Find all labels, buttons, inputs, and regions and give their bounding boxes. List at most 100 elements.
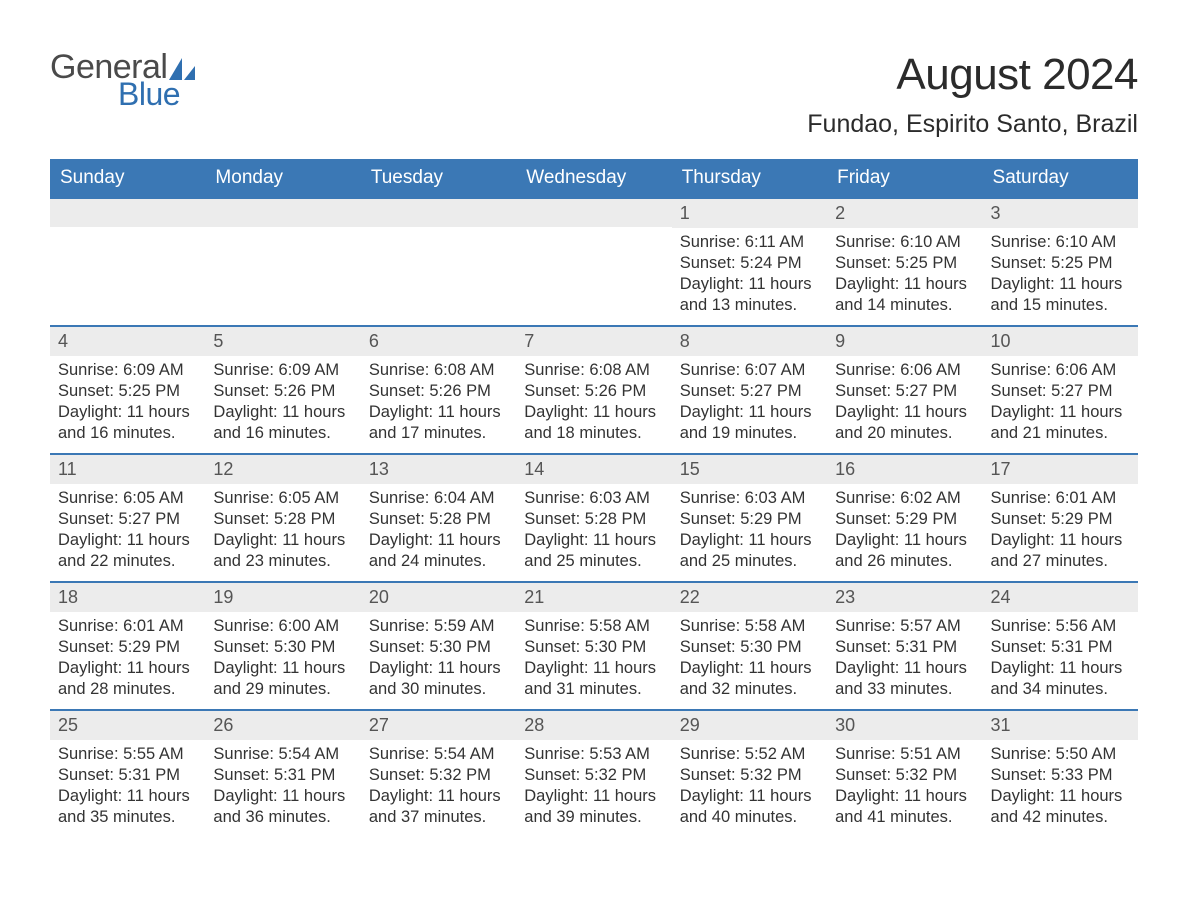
daylight-text: Daylight: 11 hours and 36 minutes. bbox=[213, 786, 352, 828]
calendar-day-cell bbox=[361, 199, 516, 325]
daylight-text: Daylight: 11 hours and 42 minutes. bbox=[991, 786, 1130, 828]
title-block: August 2024 Fundao, Espirito Santo, Braz… bbox=[807, 50, 1138, 155]
day-number-row: 5 bbox=[205, 327, 360, 356]
sunset-text: Sunset: 5:27 PM bbox=[835, 381, 974, 402]
day-details: Sunrise: 6:08 AMSunset: 5:26 PMDaylight:… bbox=[361, 356, 516, 450]
weekday-header-cell: Saturday bbox=[983, 159, 1138, 197]
daylight-text: Daylight: 11 hours and 31 minutes. bbox=[524, 658, 663, 700]
sunrise-text: Sunrise: 5:54 AM bbox=[369, 744, 508, 765]
day-details: Sunrise: 5:53 AMSunset: 5:32 PMDaylight:… bbox=[516, 740, 671, 834]
sunset-text: Sunset: 5:31 PM bbox=[991, 637, 1130, 658]
sunrise-text: Sunrise: 6:04 AM bbox=[369, 488, 508, 509]
day-number-row: 26 bbox=[205, 711, 360, 740]
day-number-row: 12 bbox=[205, 455, 360, 484]
calendar-day-cell: 9 Sunrise: 6:06 AMSunset: 5:27 PMDaylight… bbox=[827, 327, 982, 453]
day-number: 9 bbox=[835, 331, 845, 351]
daylight-text: Daylight: 11 hours and 20 minutes. bbox=[835, 402, 974, 444]
day-number-row: 29 bbox=[672, 711, 827, 740]
calendar-day-cell: 12Sunrise: 6:05 AMSunset: 5:28 PMDayligh… bbox=[205, 455, 360, 581]
day-number-row bbox=[50, 199, 205, 227]
sunrise-text: Sunrise: 5:50 AM bbox=[991, 744, 1130, 765]
sunset-text: Sunset: 5:26 PM bbox=[213, 381, 352, 402]
calendar-day-cell: 28 Sunrise: 5:53 AMSunset: 5:32 PMDayligh… bbox=[516, 711, 671, 837]
calendar-day-cell: 8Sunrise: 6:07 AMSunset: 5:27 PMDaylight… bbox=[672, 327, 827, 453]
sunset-text: Sunset: 5:27 PM bbox=[680, 381, 819, 402]
day-details: Sunrise: 6:03 AMSunset: 5:28 PMDaylight:… bbox=[516, 484, 671, 578]
day-number: 28 bbox=[524, 715, 544, 735]
day-number: 22 bbox=[680, 587, 700, 607]
sunset-text: Sunset: 5:29 PM bbox=[680, 509, 819, 530]
calendar-day-cell: 19Sunrise: 6:00 AMSunset: 5:30 PMDayligh… bbox=[205, 583, 360, 709]
day-number-row: 11 bbox=[50, 455, 205, 484]
calendar-week-row: 18 Sunrise: 6:01 AMSunset: 5:29 PM Dayligh… bbox=[50, 581, 1138, 709]
day-number-row: 19 bbox=[205, 583, 360, 612]
weekday-header-cell: Tuesday bbox=[361, 159, 516, 197]
day-number: 15 bbox=[680, 459, 700, 479]
day-details: Sunrise: 6:00 AMSunset: 5:30 PMDaylight:… bbox=[205, 612, 360, 706]
daylight-text: Daylight: 11 hours and 39 minutes. bbox=[524, 786, 663, 828]
day-details: Sunrise: 6:03 AMSunset: 5:29 PMDaylight:… bbox=[672, 484, 827, 578]
day-number-row: 16 bbox=[827, 455, 982, 484]
sunset-text: Sunset: 5:33 PM bbox=[991, 765, 1130, 786]
day-number-row: 31 bbox=[983, 711, 1138, 740]
sunset-text: Sunset: 5:29 PM bbox=[835, 509, 974, 530]
day-number-row: 20 bbox=[361, 583, 516, 612]
sunrise-text: Sunrise: 6:11 AM bbox=[680, 232, 819, 253]
sunrise-text: Sunrise: 6:03 AM bbox=[524, 488, 663, 509]
calendar-day-cell: 23 Sunrise: 5:57 AMSunset: 5:31 PMDayligh… bbox=[827, 583, 982, 709]
day-number: 23 bbox=[835, 587, 855, 607]
calendar-day-cell: 30Sunrise: 5:51 AMSunset: 5:32 PMDayligh… bbox=[827, 711, 982, 837]
sunrise-text: Sunrise: 6:00 AM bbox=[213, 616, 352, 637]
weekday-header-cell: Wednesday bbox=[516, 159, 671, 197]
calendar-day-cell: 5Sunrise: 6:09 AMSunset: 5:26 PMDaylight… bbox=[205, 327, 360, 453]
sunrise-text: Sunrise: 5:52 AM bbox=[680, 744, 819, 765]
sunset-text: Sunset: 5:30 PM bbox=[213, 637, 352, 658]
day-number-row: 2 bbox=[827, 199, 982, 228]
day-number: 25 bbox=[58, 715, 78, 735]
sunrise-text: Sunrise: 5:56 AM bbox=[991, 616, 1130, 637]
daylight-text: Daylight: 11 hours and 21 minutes. bbox=[991, 402, 1130, 444]
day-number-row: 1 bbox=[672, 199, 827, 228]
sunset-text: Sunset: 5:31 PM bbox=[58, 765, 197, 786]
sunset-text: Sunset: 5:29 PM bbox=[991, 509, 1130, 530]
sunrise-text: Sunrise: 6:01 AM bbox=[58, 616, 197, 637]
day-details: Sunrise: 6:02 AMSunset: 5:29 PMDaylight:… bbox=[827, 484, 982, 578]
day-number: 18 bbox=[58, 587, 78, 607]
day-number-row: 4 bbox=[50, 327, 205, 356]
day-details: Sunrise: 5:56 AMSunset: 5:31 PMDaylight:… bbox=[983, 612, 1138, 706]
day-details: Sunrise: 5:50 AMSunset: 5:33 PMDaylight:… bbox=[983, 740, 1138, 834]
sunrise-text: Sunrise: 5:59 AM bbox=[369, 616, 508, 637]
weekday-header-cell: Friday bbox=[827, 159, 982, 197]
sunset-text: Sunset: 5:32 PM bbox=[369, 765, 508, 786]
daylight-text: Daylight: 11 hours and 14 minutes. bbox=[835, 274, 974, 316]
day-details: Sunrise: 6:06 AMSunset: 5:27 PMDaylight:… bbox=[827, 356, 982, 450]
daylight-text: Daylight: 11 hours and 25 minutes. bbox=[524, 530, 663, 572]
day-details: Sunrise: 5:55 AMSunset: 5:31 PMDaylight:… bbox=[50, 740, 205, 834]
sunset-text: Sunset: 5:29 PM bbox=[58, 637, 197, 658]
day-number: 5 bbox=[213, 331, 223, 351]
day-details: Sunrise: 5:59 AMSunset: 5:30 PMDaylight:… bbox=[361, 612, 516, 706]
calendar-day-cell: 2Sunrise: 6:10 AMSunset: 5:25 PMDaylight… bbox=[827, 199, 982, 325]
day-details: Sunrise: 6:08 AMSunset: 5:26 PMDaylight:… bbox=[516, 356, 671, 450]
calendar-day-cell: 20Sunrise: 5:59 AMSunset: 5:30 PMDayligh… bbox=[361, 583, 516, 709]
sunset-text: Sunset: 5:26 PM bbox=[369, 381, 508, 402]
sunset-text: Sunset: 5:25 PM bbox=[58, 381, 197, 402]
day-details: Sunrise: 5:57 AMSunset: 5:31 PMDaylight:… bbox=[827, 612, 982, 706]
day-details: Sunrise: 5:54 AMSunset: 5:32 PMDaylight:… bbox=[361, 740, 516, 834]
sunset-text: Sunset: 5:31 PM bbox=[835, 637, 974, 658]
sunset-text: Sunset: 5:30 PM bbox=[369, 637, 508, 658]
sunset-text: Sunset: 5:32 PM bbox=[835, 765, 974, 786]
sunrise-text: Sunrise: 5:55 AM bbox=[58, 744, 197, 765]
daylight-text: Daylight: 11 hours and 22 minutes. bbox=[58, 530, 197, 572]
sunrise-text: Sunrise: 6:06 AM bbox=[991, 360, 1130, 381]
sunrise-text: Sunrise: 6:07 AM bbox=[680, 360, 819, 381]
day-number-row: 15 bbox=[672, 455, 827, 484]
sunrise-text: Sunrise: 6:01 AM bbox=[991, 488, 1130, 509]
weekday-header-cell: Monday bbox=[205, 159, 360, 197]
day-number-row: 22 bbox=[672, 583, 827, 612]
calendar-day-cell: 1Sunrise: 6:11 AMSunset: 5:24 PMDaylight… bbox=[672, 199, 827, 325]
sunrise-text: Sunrise: 5:58 AM bbox=[524, 616, 663, 637]
daylight-text: Daylight: 11 hours and 37 minutes. bbox=[369, 786, 508, 828]
logo: General Blue bbox=[50, 50, 195, 110]
day-number: 1 bbox=[680, 203, 690, 223]
